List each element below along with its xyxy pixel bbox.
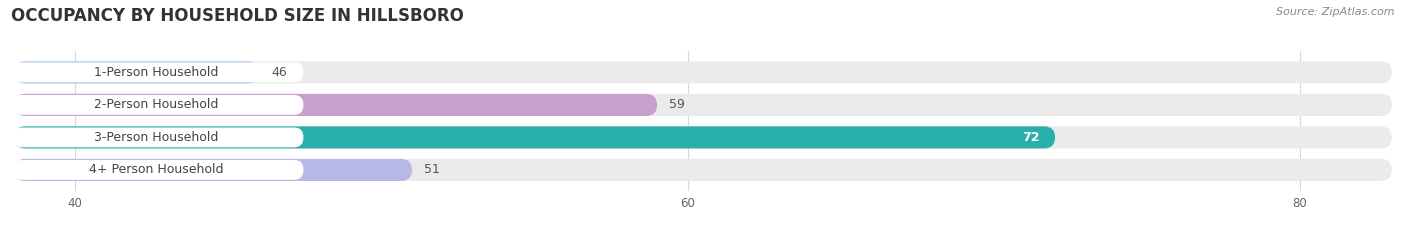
FancyBboxPatch shape xyxy=(14,61,259,83)
FancyBboxPatch shape xyxy=(14,126,1054,148)
FancyBboxPatch shape xyxy=(13,127,304,147)
Text: 59: 59 xyxy=(669,98,685,111)
Text: 1-Person Household: 1-Person Household xyxy=(94,66,218,79)
Text: 51: 51 xyxy=(425,163,440,176)
FancyBboxPatch shape xyxy=(14,94,1392,116)
FancyBboxPatch shape xyxy=(14,159,412,181)
Text: Source: ZipAtlas.com: Source: ZipAtlas.com xyxy=(1277,7,1395,17)
FancyBboxPatch shape xyxy=(13,62,304,82)
FancyBboxPatch shape xyxy=(14,159,1392,181)
Text: 2-Person Household: 2-Person Household xyxy=(94,98,218,111)
FancyBboxPatch shape xyxy=(14,126,1392,148)
FancyBboxPatch shape xyxy=(13,160,304,180)
FancyBboxPatch shape xyxy=(14,94,657,116)
Text: 4+ Person Household: 4+ Person Household xyxy=(89,163,224,176)
Text: 3-Person Household: 3-Person Household xyxy=(94,131,218,144)
Text: OCCUPANCY BY HOUSEHOLD SIZE IN HILLSBORO: OCCUPANCY BY HOUSEHOLD SIZE IN HILLSBORO xyxy=(11,7,464,25)
Text: 46: 46 xyxy=(271,66,287,79)
Text: 72: 72 xyxy=(1022,131,1040,144)
FancyBboxPatch shape xyxy=(14,61,1392,83)
FancyBboxPatch shape xyxy=(13,95,304,115)
